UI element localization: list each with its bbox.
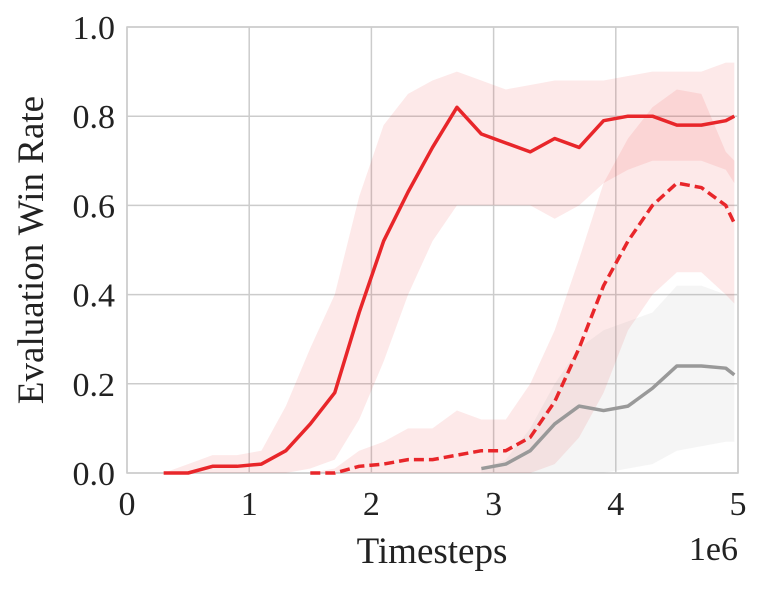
y-tick-label: 1.0	[73, 10, 116, 47]
plot-frame	[126, 26, 739, 474]
series-line	[481, 364, 736, 471]
confidence-band	[163, 62, 735, 474]
confidence-band	[481, 285, 735, 473]
x-tick-label: 4	[607, 486, 624, 523]
x-tick-label: 0	[119, 486, 136, 523]
x-tick-label: 1	[241, 486, 258, 523]
y-tick-label: 0.6	[73, 188, 116, 225]
y-axis-label: Evaluation Win Rate	[11, 96, 52, 404]
y-tick-label: 0.4	[73, 278, 116, 315]
series-line	[310, 181, 736, 475]
y-tick-label: 0.2	[73, 367, 116, 404]
x-axis-label: Timesteps	[357, 531, 508, 572]
x-tick-label: 2	[363, 486, 380, 523]
x-tick-label: 5	[730, 486, 747, 523]
x-tick-label: 3	[485, 486, 502, 523]
y-tick-label: 0.8	[73, 99, 116, 136]
confidence-band	[310, 89, 735, 473]
x-offset-label: 1e6	[689, 531, 738, 568]
series-line	[163, 105, 736, 475]
y-tick-label: 0.0	[73, 456, 116, 493]
